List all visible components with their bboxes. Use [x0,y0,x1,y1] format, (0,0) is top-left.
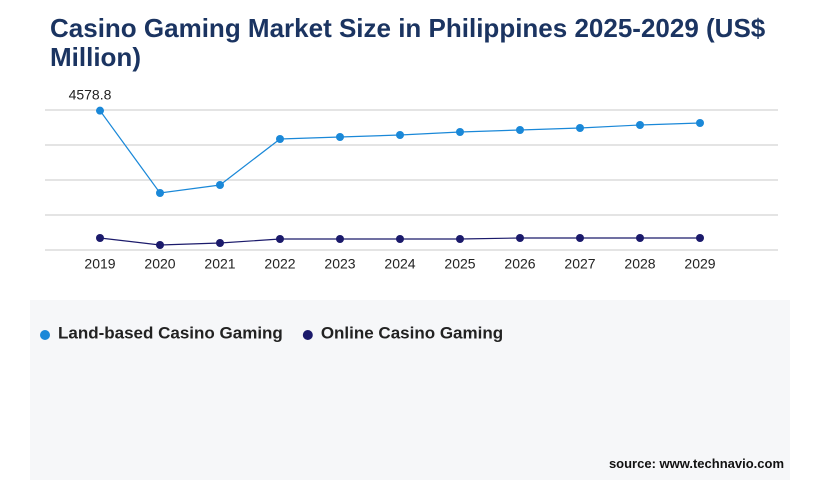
legend-label: Online Casino Gaming [321,323,503,342]
x-tick-label: 2021 [204,256,235,272]
legend-marker [40,330,50,340]
x-tick-label: 2027 [564,256,595,272]
data-point [456,235,464,244]
background-panel [30,300,790,480]
source: source: www.technavio.com [608,456,784,471]
data-point [276,135,284,144]
x-tick-label: 2029 [684,256,715,272]
data-point [276,235,284,244]
data-point [456,128,464,137]
data-point [396,235,404,244]
data-point [576,123,584,132]
x-tick-label: 2020 [144,256,175,272]
data-point [396,130,404,139]
data-point [516,125,524,134]
data-point [696,118,704,127]
data-point [216,180,224,189]
data-point [336,235,344,244]
x-tick-label: 2026 [504,256,535,272]
data-point [156,241,164,250]
data-point [636,121,644,130]
data-point [576,234,584,243]
x-tick-label: 2025 [444,256,475,272]
chart-title: Casino Gaming Market Size in Philippines… [50,13,766,72]
x-tick-label: 2022 [264,256,295,272]
data-point [636,234,644,243]
legend-marker [302,330,313,340]
data-point [696,234,704,243]
data-point [216,239,224,247]
x-tick-label: 2024 [384,256,415,272]
x-tick-label: 2028 [624,256,655,272]
data-label: 4578.8 [69,86,112,102]
data-point [516,234,524,243]
data-point [336,132,344,141]
data-point [96,234,104,243]
x-tick-label: 2019 [84,256,115,272]
series-line [99,110,701,194]
data-point [96,106,104,115]
data-point [156,188,164,197]
x-tick-label: 2023 [324,256,355,272]
legend-label: Land-based Casino Gaming [58,323,283,342]
